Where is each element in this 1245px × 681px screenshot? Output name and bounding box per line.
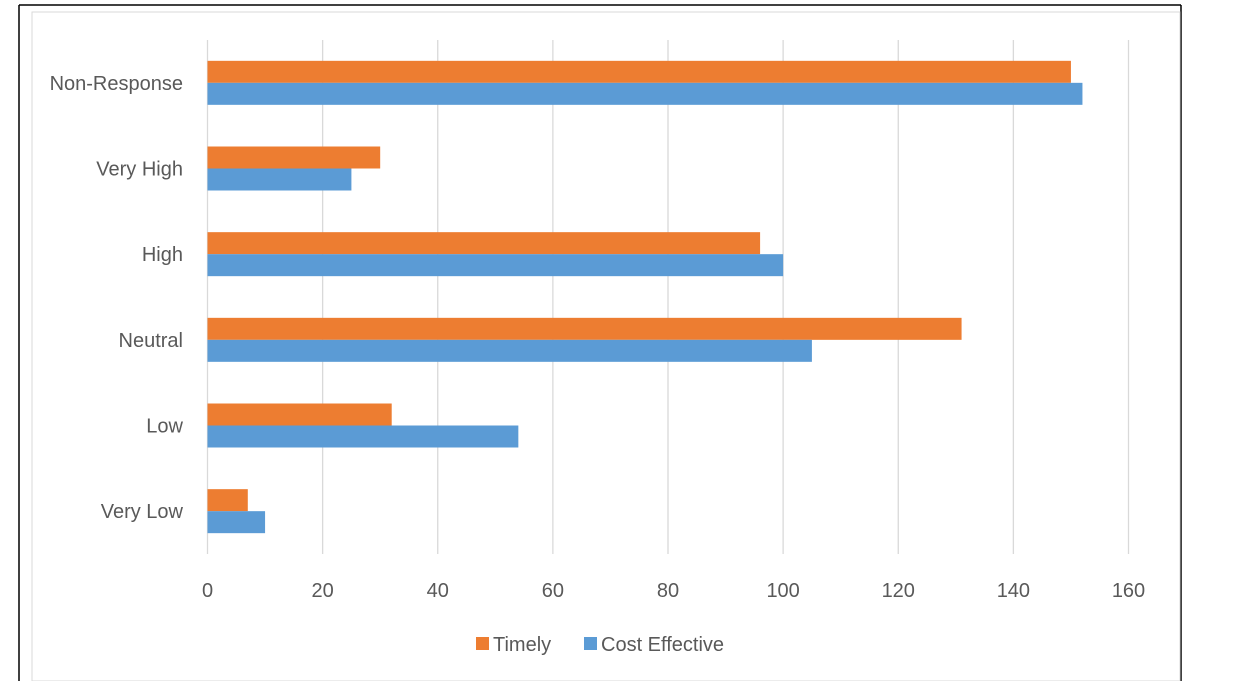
x-tick-labels: 0 20 40 60 80 100 120 140 160 <box>202 580 1145 602</box>
bar-cost-effective-high <box>207 254 784 277</box>
category-label: Very Low <box>101 501 184 523</box>
chart-area-border <box>31 11 1181 681</box>
bar-timely-neutral <box>207 317 962 340</box>
bar-cost-effective-low <box>207 425 519 448</box>
category-label: Very High <box>96 159 183 181</box>
legend-swatch-cost-effective <box>584 637 597 650</box>
category-label: High <box>142 244 183 266</box>
legend: Timely Cost Effective <box>476 634 724 656</box>
x-tick-label: 80 <box>657 580 679 602</box>
bar-timely-high <box>207 232 761 255</box>
x-tick-label: 60 <box>542 580 564 602</box>
bar-timely-very-high <box>207 146 381 169</box>
x-tick-label: 0 <box>202 580 213 602</box>
bar-timely-low <box>207 403 392 426</box>
legend-label-cost-effective: Cost Effective <box>601 634 724 656</box>
bar-cost-effective-very-high <box>207 168 352 191</box>
legend-label-timely: Timely <box>493 634 551 656</box>
bar-timely-very-low <box>207 489 248 512</box>
x-tick-label: 100 <box>766 580 799 602</box>
x-tick-label: 120 <box>882 580 915 602</box>
x-tick-label: 140 <box>997 580 1030 602</box>
category-label: Neutral <box>119 330 183 352</box>
category-labels: Very Low Low Neutral High Very High Non-Respo… <box>50 73 184 523</box>
bar-cost-effective-very-low <box>207 511 266 534</box>
bar-timely-non-response <box>207 60 1071 83</box>
bars <box>207 60 1083 534</box>
x-tick-label: 20 <box>312 580 334 602</box>
category-label: Low <box>146 416 183 438</box>
category-label: Non-Response <box>50 73 183 95</box>
bar-cost-effective-non-response <box>207 82 1083 105</box>
x-tick-label: 40 <box>427 580 449 602</box>
bar-cost-effective-neutral <box>207 339 812 362</box>
x-tick-label: 160 <box>1112 580 1145 602</box>
gridlines <box>206 40 1130 554</box>
legend-swatch-timely <box>476 637 489 650</box>
